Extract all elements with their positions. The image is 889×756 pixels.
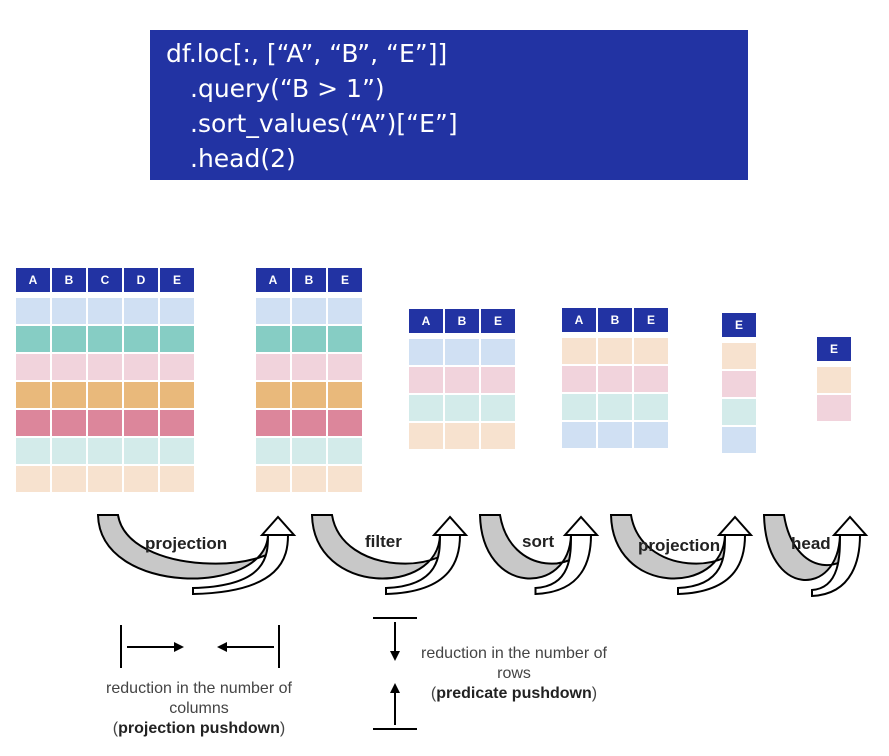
step-arrow-head-1 (262, 517, 294, 535)
caption-rows-text: reduction in the number of rows (421, 645, 607, 682)
step-arrow-head-2 (434, 517, 466, 535)
step-label-head: head (791, 534, 831, 554)
caption-rows-close: ) (592, 685, 597, 702)
caption-columns: reduction in the number of columns (proj… (92, 679, 306, 739)
caption-rows-bold: predicate pushdown (436, 685, 592, 702)
column-reduction-icon (121, 625, 279, 668)
step-arrow-head-5 (834, 517, 866, 535)
step-label-projection: projection (145, 534, 227, 554)
step-label-projection-2: projection (638, 536, 720, 556)
caption-rows: reduction in the number of rows (predica… (407, 644, 621, 704)
step-label-filter: filter (365, 532, 402, 552)
caption-columns-close: ) (280, 720, 285, 737)
caption-columns-bold: projection pushdown (118, 720, 280, 737)
step-arrow-head-3 (565, 517, 597, 535)
step-arrow-head-4 (719, 517, 751, 535)
step-label-sort: sort (522, 532, 554, 552)
caption-columns-text: reduction in the number of columns (106, 680, 292, 717)
